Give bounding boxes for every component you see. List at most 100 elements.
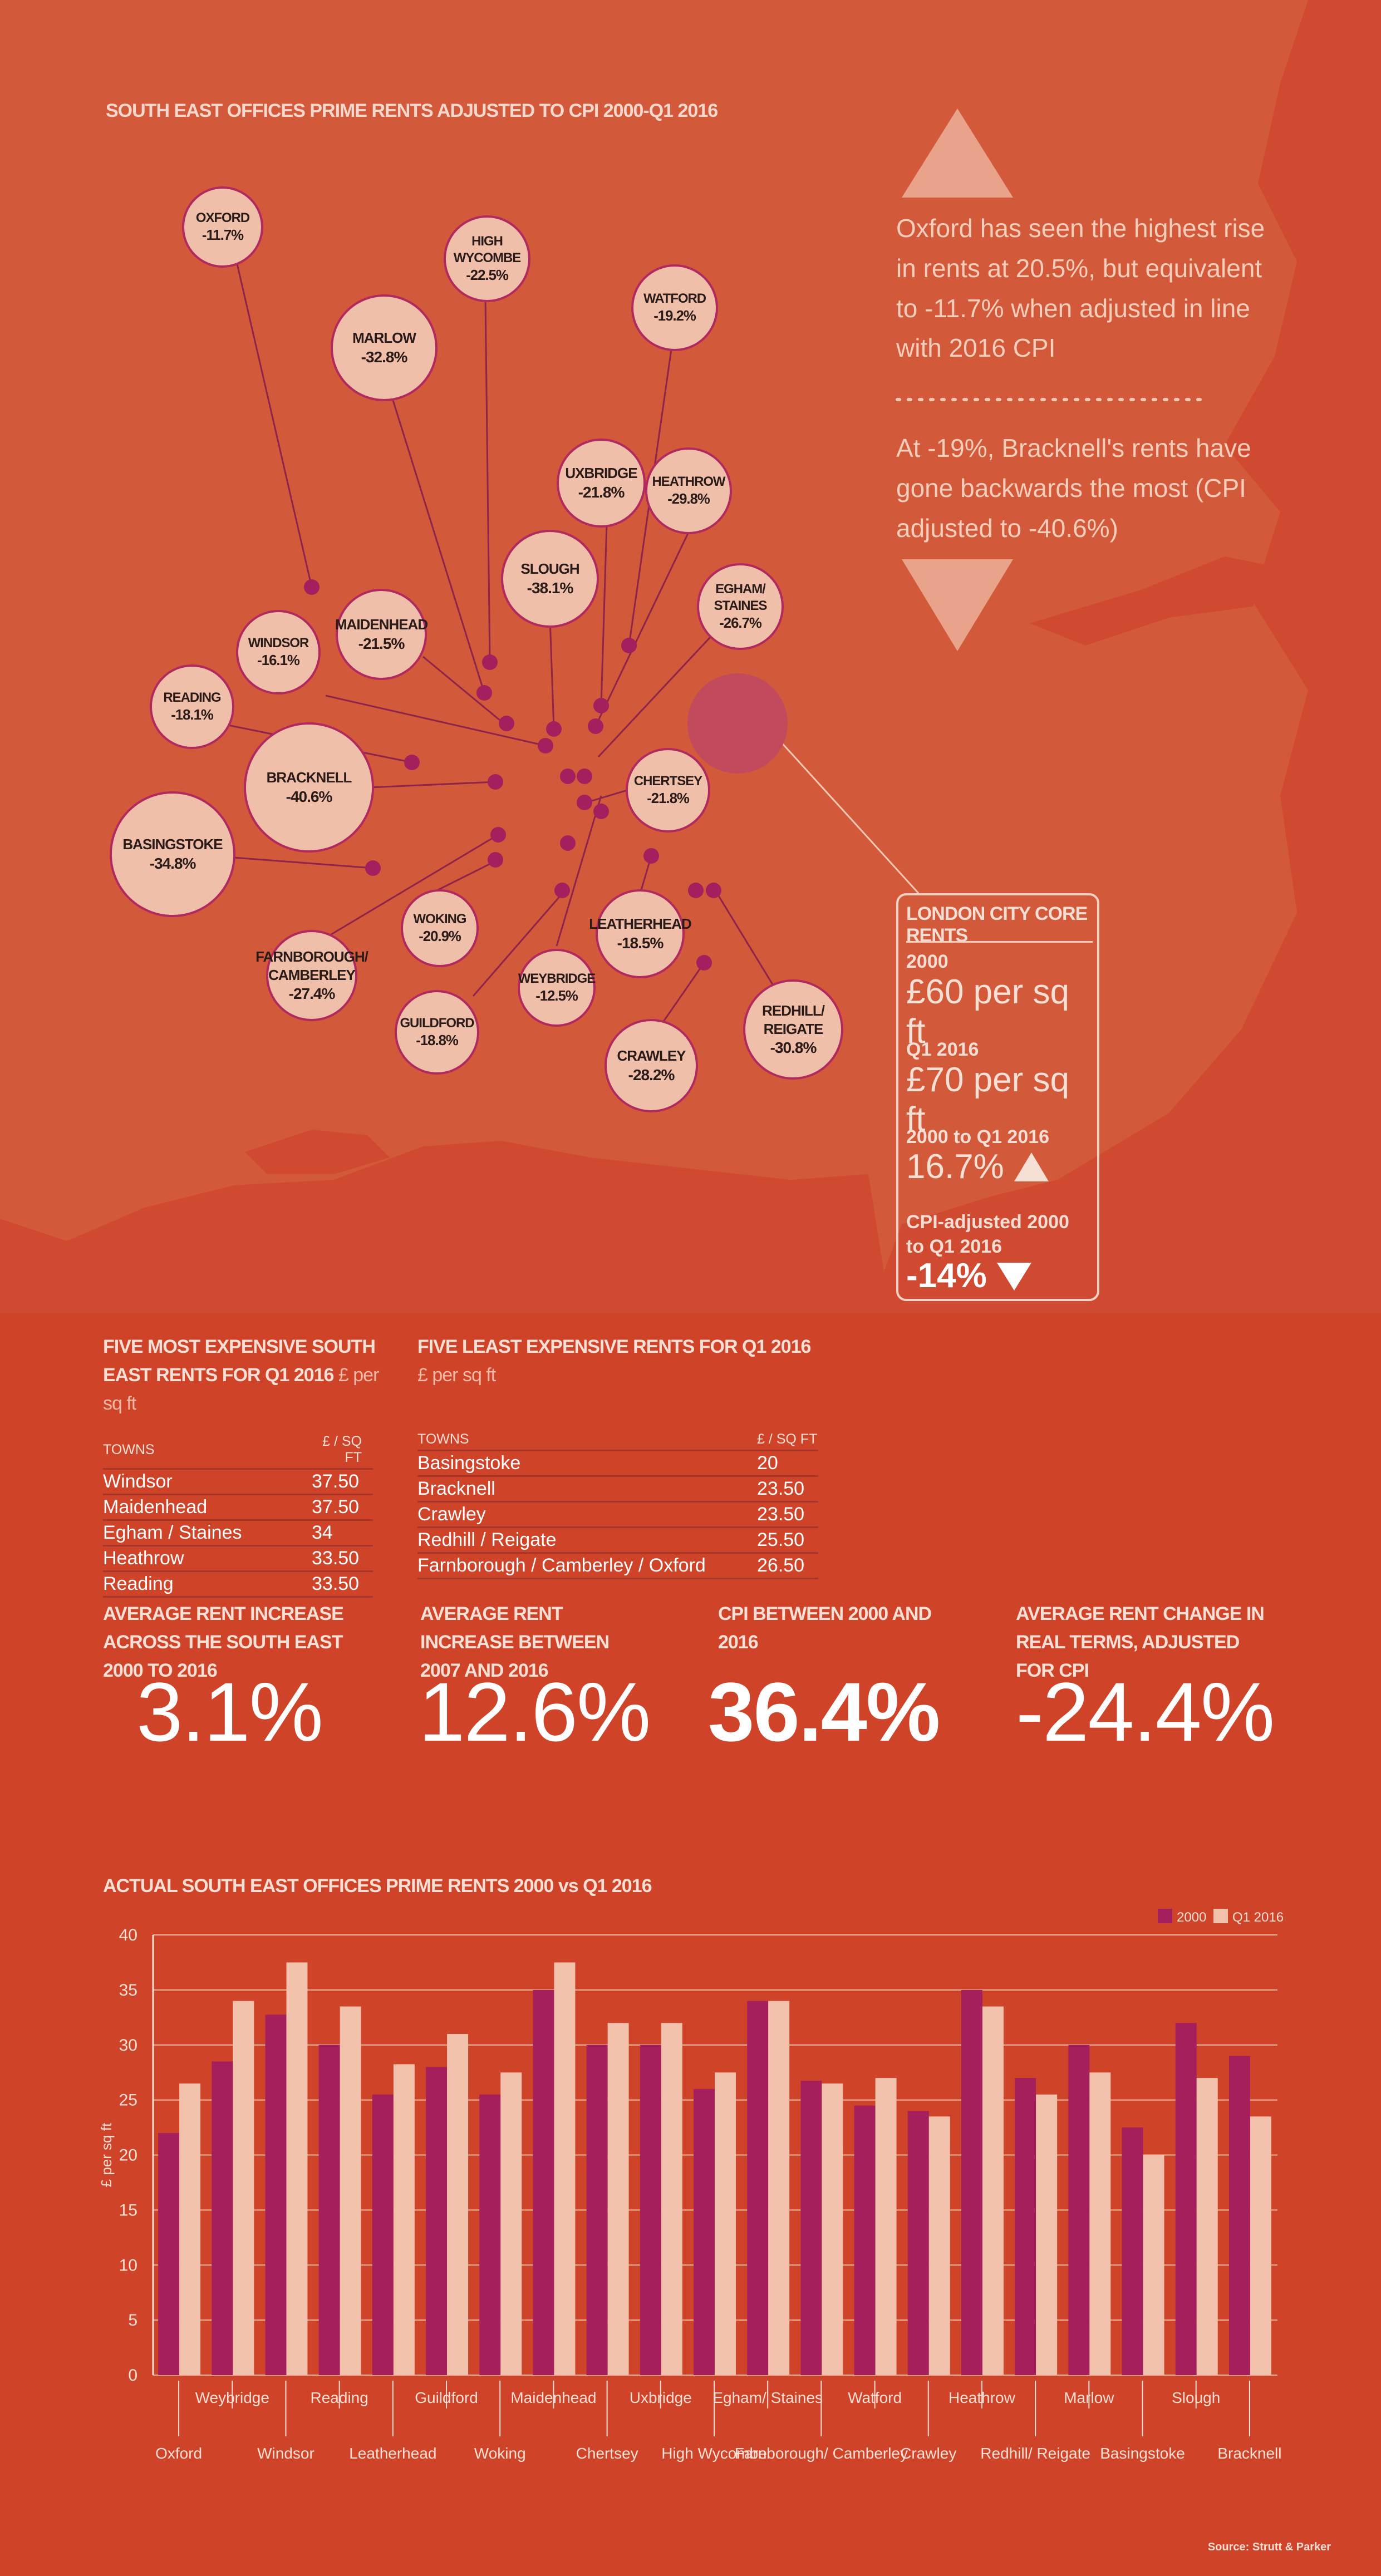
london-value-2000: £60 per sq ft — [906, 973, 1069, 1051]
bubble-slough: SLOUGH -38.1% — [501, 530, 599, 628]
bubble-heathrow: HEATHROW -29.8% — [645, 447, 732, 534]
bubble-percent: -38.1% — [527, 579, 574, 597]
y-tick-label: 10 — [119, 2256, 137, 2274]
cheap-table: TOWNS £ / SQ FT Basingstoke 20 Bracknell 23… — [417, 1431, 818, 1580]
row-value: 37.50 — [312, 1469, 373, 1496]
bubble-reading: READING -18.1% — [150, 664, 234, 749]
map-background — [0, 0, 1381, 1313]
bubble-town: CAMBERLEY — [268, 966, 356, 983]
bubble-percent: -11.7% — [202, 227, 244, 243]
x-tick-label: Marlow — [1064, 2389, 1114, 2406]
y-tick-label: 5 — [128, 2311, 137, 2329]
bubble-town: REDHILL/ — [762, 1002, 825, 1019]
bar-2000 — [961, 1989, 982, 2375]
table-row: Basingstoke 20 — [417, 1450, 818, 1477]
bar-q1-2016 — [500, 2072, 522, 2375]
bubble-redhill-reigate: REDHILL/REIGATE -30.8% — [743, 979, 843, 1080]
bar-q1-2016 — [1196, 2078, 1218, 2375]
x-tick-label: Farnborough/ Camberley — [735, 2445, 908, 2462]
bar-2000 — [586, 2045, 608, 2375]
london-value-cpi: -14% — [906, 1257, 987, 1295]
bubble-oxford: OXFORD -11.7% — [182, 186, 263, 268]
bar-2000 — [694, 2089, 715, 2375]
y-tick-label: 35 — [119, 1981, 137, 1999]
increase-triangle-icon — [1014, 1152, 1049, 1181]
x-tick-label: Slough — [1172, 2389, 1220, 2406]
bubble-maidenhead: MAIDENHEAD -21.5% — [335, 589, 428, 680]
y-tick-label: 40 — [119, 1926, 137, 1944]
stat-value-3: 36.4% — [708, 1665, 940, 1759]
legend-label: 2000 — [1177, 1910, 1206, 1925]
table-row: Maidenhead 37.50 — [103, 1494, 373, 1521]
bubble-woking: WOKING -20.9% — [401, 889, 479, 967]
stat-value-4: -24.4% — [1016, 1665, 1275, 1759]
stat-label-1: AVERAGE RENT INCREASE ACROSS THE SOUTH E… — [103, 1603, 344, 1681]
table-row: Redhill / Reigate 25.50 — [417, 1527, 818, 1554]
london-label-q1: Q1 2016 — [906, 1039, 979, 1060]
bar-q1-2016 — [822, 2083, 843, 2375]
bubble-percent: -18.1% — [171, 707, 214, 723]
bar-2000 — [372, 2094, 394, 2375]
bar-q1-2016 — [1250, 2116, 1271, 2375]
expensive-table-title: FIVE MOST EXPENSIVE SOUTH EAST RENTS FOR… — [103, 1336, 376, 1386]
x-tick-label: Reading — [311, 2389, 368, 2406]
legend-swatch — [1158, 1909, 1172, 1923]
stat-label-3: CPI BETWEEN 2000 AND 2016 — [718, 1603, 932, 1653]
row-town: Egham / Staines — [103, 1520, 312, 1547]
up-triangle-icon — [902, 109, 1013, 198]
table-row: Heathrow 33.50 — [103, 1545, 373, 1573]
bar-chart: 0 5 10 15 20 25 30 35 40 £ per sq ft Oxford Weybrid… — [98, 1909, 1284, 2462]
bubble-town: OXFORD — [195, 210, 250, 225]
bar-2000 — [265, 2014, 287, 2375]
stat-value-2: 12.6% — [419, 1665, 651, 1759]
row-value: 33.50 — [312, 1571, 373, 1598]
col-value: £ / SQ FT — [757, 1431, 818, 1451]
expensive-table-unit: £ per sq ft — [103, 1365, 379, 1414]
stat-label-4: AVERAGE RENT CHANGE IN REAL TERMS, ADJUS… — [1016, 1603, 1265, 1681]
bubble-percent: -16.1% — [257, 652, 300, 668]
row-town: Windsor — [103, 1469, 312, 1496]
bubble-town: EGHAM/ — [715, 582, 766, 597]
bubble-town: WATFORD — [643, 290, 706, 306]
col-value: £ / SQ FT — [312, 1434, 373, 1470]
bubble-watford: WATFORD -19.2% — [631, 264, 718, 351]
bubble-highwycombe: HIGH WYCOMBE -22.5% — [444, 215, 530, 302]
bubble-percent: -40.6% — [286, 787, 333, 805]
location-dots — [304, 579, 721, 971]
bubble-town: UXBRIDGE — [565, 465, 637, 482]
expensive-table-block: FIVE MOST EXPENSIVE SOUTH EAST RENTS FOR… — [103, 1333, 381, 1598]
x-tick-label: Crawley — [900, 2445, 956, 2462]
oxford-note: Oxford has seen the highest rise in rent… — [896, 214, 1265, 363]
bubble-weybridge: WEYBRIDGE -12.5% — [518, 949, 596, 1027]
bar-2000 — [1068, 2045, 1090, 2375]
y-tick-label: 20 — [119, 2146, 137, 2165]
bubble-marlow: MARLOW -32.8% — [331, 294, 438, 401]
y-tick-label: 25 — [119, 2091, 137, 2110]
x-tick-label: Leatherhead — [349, 2445, 436, 2462]
x-tick-label: Woking — [474, 2445, 526, 2462]
bubble-town: WEYBRIDGE — [518, 971, 596, 986]
bar-q1-2016 — [661, 2023, 682, 2375]
island-shape — [245, 1130, 390, 1174]
bubble-town: CRAWLEY — [617, 1047, 686, 1065]
row-value: 23.50 — [757, 1476, 818, 1503]
bar-2000 — [158, 2132, 180, 2375]
bubble-town: CHERTSEY — [633, 773, 702, 789]
legend-label: Q1 2016 — [1232, 1910, 1284, 1925]
row-town: Heathrow — [103, 1545, 312, 1573]
london-label-2000: 2000 — [906, 951, 948, 972]
bar-q1-2016 — [1143, 2155, 1164, 2375]
row-value: 34 — [312, 1520, 373, 1547]
chart-title: ACTUAL SOUTH EAST OFFICES PRIME RENTS 20… — [103, 1875, 652, 1897]
bar-q1-2016 — [982, 2006, 1004, 2375]
bubble-percent: -34.8% — [149, 854, 196, 872]
bubble-basingstoke: BASINGSTOKE -34.8% — [110, 791, 235, 917]
bar-2000 — [1122, 2127, 1143, 2375]
bubble-egham-staines: EGHAM/STAINES -26.7% — [697, 563, 784, 650]
bubble-percent: -21.8% — [647, 790, 690, 806]
x-tick-label: Oxford — [155, 2445, 202, 2462]
bar-2000 — [747, 2001, 769, 2375]
row-town: Crawley — [417, 1501, 757, 1529]
sea-shape — [868, 0, 1381, 1313]
bar-2000 — [318, 2045, 340, 2375]
